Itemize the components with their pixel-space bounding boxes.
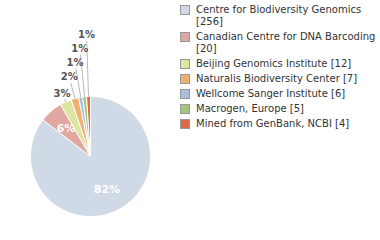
svg-text:3%: 3% [54, 88, 71, 99]
svg-text:1%: 1% [66, 57, 83, 68]
html-text:Macrogen, Europe [5]: Macrogen, Europe [5] [196, 103, 304, 114]
svg-text:2%: 2% [61, 71, 78, 82]
html-text:Mined from GenBank, NCBI [4]: Mined from GenBank, NCBI [4] [196, 118, 350, 129]
html-text:Naturalis Biodiversity Center: Naturalis Biodiversity Center [7] [196, 73, 358, 84]
html-text:Centre for Biodiversity Genomi: Centre for Biodiversity Genomics [256] [196, 4, 362, 27]
html-text:Wellcome Sanger Institute [6]: Wellcome Sanger Institute [6] [196, 88, 346, 99]
svg-text:6%: 6% [57, 122, 76, 135]
svg-text:82%: 82% [94, 183, 120, 196]
svg-text:1%: 1% [78, 29, 95, 40]
html-text:Beijing Genomics Institute [12: Beijing Genomics Institute [12] [196, 58, 352, 69]
svg-text:1%: 1% [71, 43, 88, 54]
html-text:Canadian Centre for DNA Barcod: Canadian Centre for DNA Barcoding [20] [196, 31, 376, 54]
